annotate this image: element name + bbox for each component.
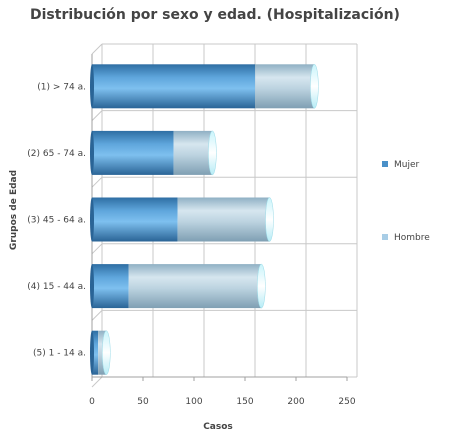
bar-start-cap	[90, 130, 94, 175]
bar-start-cap	[90, 264, 94, 309]
bar-end-cap	[102, 330, 111, 375]
chart-title: Distribución por sexo y edad. (Hospitali…	[30, 7, 400, 23]
bar-mujer-3	[92, 197, 178, 242]
bars	[90, 64, 319, 375]
x-axis-label: Casos	[203, 422, 233, 432]
bar-mujer-2	[92, 130, 174, 175]
category-label: (1) > 74 a.	[37, 82, 86, 92]
gridline-wall	[91, 43, 103, 55]
legend-label-mujer: Mujer	[394, 160, 420, 170]
category-label: (3) 45 - 64 a.	[27, 216, 86, 226]
category-label: (5) 1 - 14 a.	[33, 349, 86, 359]
bar-hombre-1	[255, 64, 315, 109]
x-tick-label: 250	[338, 397, 355, 407]
bar-end-cap	[257, 263, 266, 309]
bar-mujer-1	[92, 64, 256, 109]
bar-start-cap	[90, 197, 94, 242]
category-label: (4) 15 - 44 a.	[27, 282, 86, 292]
x-tick-label: 200	[287, 397, 304, 407]
bar-mujer-4	[92, 264, 129, 309]
bar-hombre-2	[173, 130, 213, 175]
legend-label-hombre: Hombre	[394, 233, 430, 243]
bar-start-cap	[90, 64, 94, 109]
category-label: (2) 65 - 74 a.	[27, 149, 86, 159]
bar-mujer-5	[92, 330, 99, 375]
legend-swatch-mujer	[382, 161, 388, 167]
category-labels: (1) > 74 a. (2) 65 - 74 a. (3) 45 - 64 a. (…	[27, 82, 86, 358]
gridline-wall	[91, 110, 103, 121]
gridline-wall	[91, 243, 103, 255]
x-tick-labels: 0 50 100 150 200 250	[89, 377, 356, 407]
x-tick-label: 50	[137, 397, 149, 407]
gridline-wall	[91, 376, 103, 388]
bar-hombre-3	[177, 197, 270, 242]
gridline-wall	[91, 176, 103, 188]
x-tick-label: 0	[89, 397, 95, 407]
legend: Mujer Hombre	[382, 160, 430, 243]
gridline-wall	[91, 310, 103, 321]
legend-swatch-hombre	[382, 234, 388, 240]
bar-start-cap	[90, 330, 94, 375]
y-axis-label: Grupos de Edad	[9, 170, 19, 250]
bar-end-cap	[265, 197, 274, 242]
x-tick-label: 100	[185, 397, 202, 407]
bar-end-cap	[208, 130, 217, 176]
x-tick-label: 150	[236, 397, 253, 407]
bar-end-cap	[310, 64, 319, 109]
bar-hombre-4	[128, 264, 262, 309]
